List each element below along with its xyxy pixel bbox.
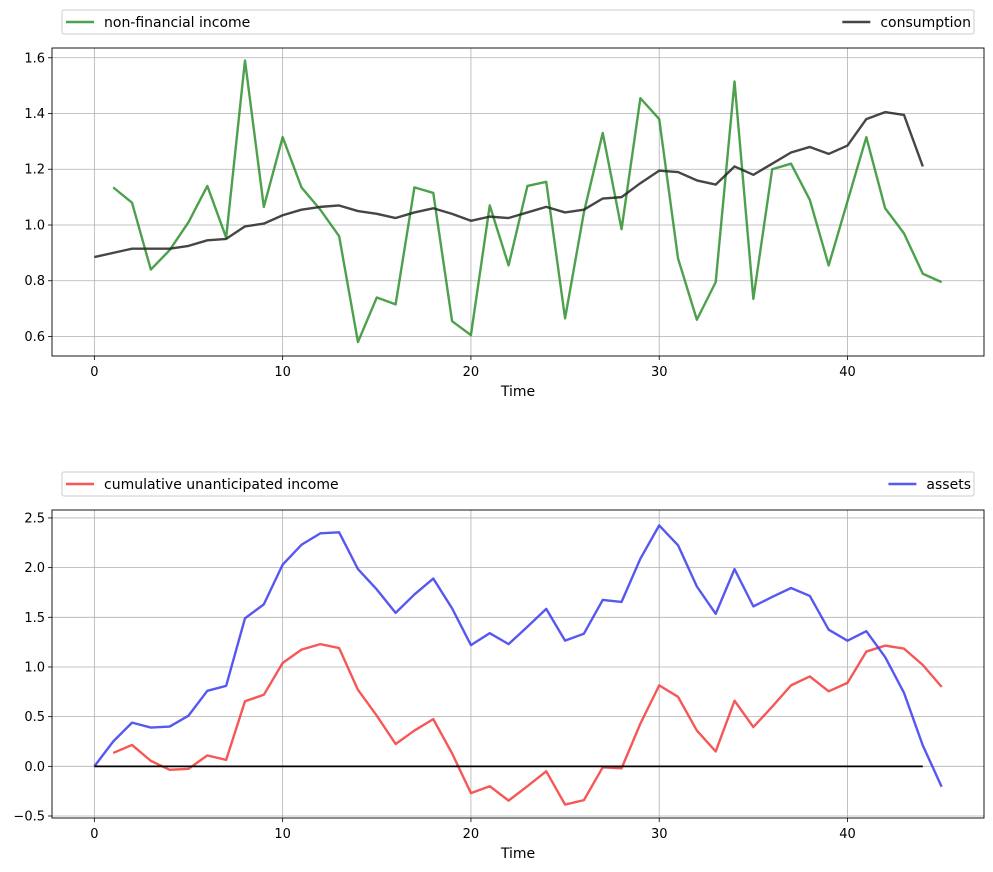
top-y-tick-label: 1.6 bbox=[24, 51, 45, 66]
top-y-tick-label: 1.4 bbox=[24, 107, 45, 122]
bottom-x-tick-label: 30 bbox=[651, 827, 668, 842]
top-legend-box bbox=[61, 9, 975, 35]
top-series-layer bbox=[94, 59, 943, 344]
top-x-tick-label: 10 bbox=[274, 365, 291, 380]
top-x-axis-label: Time bbox=[500, 384, 535, 400]
bottom-legend-label-cumulative-unanticipated-income: cumulative unanticipated income bbox=[104, 477, 339, 493]
bottom-series-layer bbox=[93, 524, 943, 806]
bottom-x-tick-label: 0 bbox=[90, 827, 98, 842]
bottom-x-tick-label: 20 bbox=[463, 827, 480, 842]
bottom-y-tick-label: 2.5 bbox=[24, 511, 45, 526]
top-legend-label-consumption: consumption bbox=[880, 15, 971, 31]
bottom-chart: 0 10 20 30 40 −0.5 0.0 0.5 1.0 1.5 2.0 2.5 Time cum… bbox=[13, 471, 985, 862]
bottom-y-tick-label: −0.5 bbox=[13, 810, 45, 825]
bottom-y-tick-label: 1.5 bbox=[24, 611, 45, 626]
top-legend: non-financial income consumption bbox=[61, 9, 975, 35]
bottom-legend: cumulative unanticipated income assets bbox=[61, 471, 975, 497]
top-x-tick-label: 20 bbox=[463, 365, 480, 380]
top-y-tick-label: 0.6 bbox=[24, 330, 45, 345]
bottom-x-tick-label: 40 bbox=[839, 827, 856, 842]
top-chart: 0 10 20 30 40 0.6 0.8 1.0 1.2 1.4 1.6 Time non-fin… bbox=[24, 9, 985, 400]
bottom-grid bbox=[52, 510, 984, 818]
top-plot-frame bbox=[51, 47, 985, 357]
bottom-legend-label-assets: assets bbox=[926, 477, 971, 493]
top-y-tick-label: 0.8 bbox=[24, 274, 45, 289]
top-y-tick-label: 1.2 bbox=[24, 163, 45, 178]
top-y-tick-label: 1.0 bbox=[24, 218, 45, 233]
top-series-non-financial-income bbox=[112, 59, 943, 344]
bottom-x-tick-label: 10 bbox=[274, 827, 291, 842]
top-series-consumption bbox=[94, 110, 924, 259]
bottom-y-tick-label: 0.0 bbox=[24, 760, 45, 775]
top-x-tick-label: 40 bbox=[839, 365, 856, 380]
top-x-tick-label: 0 bbox=[90, 365, 98, 380]
bottom-y-tick-label: 2.0 bbox=[24, 561, 45, 576]
top-legend-label-non-financial-income: non-financial income bbox=[104, 15, 250, 31]
bottom-ticks: 0 10 20 30 40 −0.5 0.0 0.5 1.0 1.5 2.0 2.5 bbox=[13, 511, 855, 842]
bottom-series-assets bbox=[93, 524, 943, 788]
bottom-x-axis-label: Time bbox=[500, 846, 535, 862]
top-x-tick-label: 30 bbox=[651, 365, 668, 380]
bottom-y-tick-label: 0.5 bbox=[24, 710, 45, 725]
bottom-series-cumulative-unanticipated-income bbox=[112, 642, 943, 806]
top-ticks: 0 10 20 30 40 0.6 0.8 1.0 1.2 1.4 1.6 bbox=[24, 51, 855, 380]
bottom-plot-frame bbox=[51, 509, 985, 819]
bottom-y-tick-label: 1.0 bbox=[24, 660, 45, 675]
bottom-legend-box bbox=[61, 471, 975, 497]
